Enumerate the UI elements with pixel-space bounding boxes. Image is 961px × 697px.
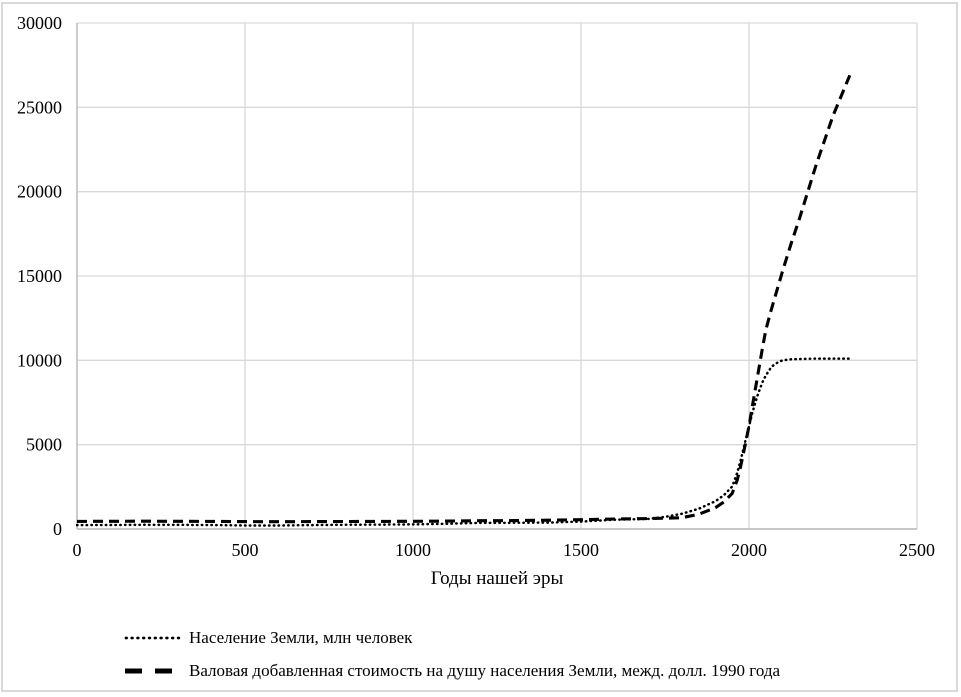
legend-swatch-dashed-icon <box>125 668 180 674</box>
y-tick-label: 0 <box>53 519 62 539</box>
x-tick-label: 1000 <box>395 540 431 560</box>
y-tick-label: 25000 <box>17 97 62 117</box>
legend-label-population: Население Земли, млн человек <box>189 628 413 647</box>
legend-label-gva: Валовая добавленная стоимость на душу на… <box>189 661 781 680</box>
y-tick-label: 5000 <box>26 435 62 455</box>
series-line-gva <box>76 74 852 524</box>
legend-item-gva: Валовая добавленная стоимость на душу на… <box>124 660 780 682</box>
x-axis-title: Годы нашей эры <box>430 568 564 589</box>
x-tick-label: 2500 <box>899 540 935 560</box>
x-tick-label: 0 <box>73 540 82 560</box>
x-tick-label: 1500 <box>563 540 599 560</box>
x-tick-label: 500 <box>232 540 259 560</box>
y-tick-label: 30000 <box>17 13 62 33</box>
legend-swatch-dotted-icon <box>124 636 182 640</box>
x-tick-label: 2000 <box>731 540 767 560</box>
legend: Население Земли, млн человек Валовая доб… <box>124 627 780 693</box>
legend-item-population: Население Земли, млн человек <box>124 627 780 649</box>
y-tick-label: 10000 <box>17 350 62 370</box>
y-tick-label: 15000 <box>17 266 62 286</box>
series-line-population <box>75 357 852 527</box>
y-tick-label: 20000 <box>17 182 62 202</box>
